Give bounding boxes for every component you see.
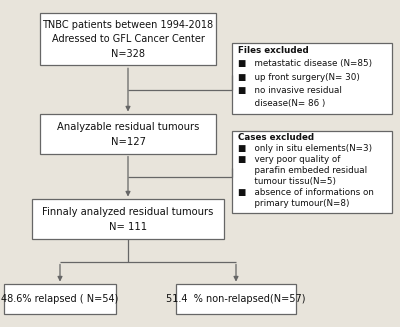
FancyBboxPatch shape bbox=[40, 13, 216, 65]
FancyBboxPatch shape bbox=[40, 114, 216, 154]
Text: N= 111: N= 111 bbox=[109, 222, 147, 232]
Text: Files excluded: Files excluded bbox=[238, 46, 309, 55]
Text: Finnaly analyzed residual tumours: Finnaly analyzed residual tumours bbox=[42, 207, 214, 216]
FancyBboxPatch shape bbox=[176, 284, 296, 314]
Text: tumour tissu(N=5): tumour tissu(N=5) bbox=[238, 177, 336, 186]
Text: N=328: N=328 bbox=[111, 49, 145, 59]
Text: ■   very poor quality of: ■ very poor quality of bbox=[238, 155, 340, 164]
Text: Analyzable residual tumours: Analyzable residual tumours bbox=[57, 122, 199, 131]
Text: 51.4  % non-relapsed(N=57): 51.4 % non-relapsed(N=57) bbox=[166, 294, 306, 304]
Text: ■   only in situ elements(N=3): ■ only in situ elements(N=3) bbox=[238, 144, 372, 153]
Text: TNBC patients between 1994-2018: TNBC patients between 1994-2018 bbox=[42, 20, 214, 30]
Text: N=127: N=127 bbox=[110, 137, 146, 146]
Text: ■   absence of informations on: ■ absence of informations on bbox=[238, 188, 374, 197]
Text: disease(N= 86 ): disease(N= 86 ) bbox=[238, 99, 325, 108]
FancyBboxPatch shape bbox=[232, 43, 392, 114]
FancyBboxPatch shape bbox=[32, 199, 224, 239]
Text: primary tumour(N=8): primary tumour(N=8) bbox=[238, 199, 350, 208]
Text: ■   up front surgery(N= 30): ■ up front surgery(N= 30) bbox=[238, 73, 360, 82]
Text: ■   no invasive residual: ■ no invasive residual bbox=[238, 86, 342, 95]
FancyBboxPatch shape bbox=[232, 131, 392, 213]
Text: 48.6% relapsed ( N=54): 48.6% relapsed ( N=54) bbox=[1, 294, 119, 304]
Text: Adressed to GFL Cancer Center: Adressed to GFL Cancer Center bbox=[52, 34, 204, 44]
Text: parafin embeded residual: parafin embeded residual bbox=[238, 166, 367, 175]
FancyBboxPatch shape bbox=[4, 284, 116, 314]
Text: ■   metastatic disease (N=85): ■ metastatic disease (N=85) bbox=[238, 59, 372, 68]
Text: Cases excluded: Cases excluded bbox=[238, 133, 314, 142]
